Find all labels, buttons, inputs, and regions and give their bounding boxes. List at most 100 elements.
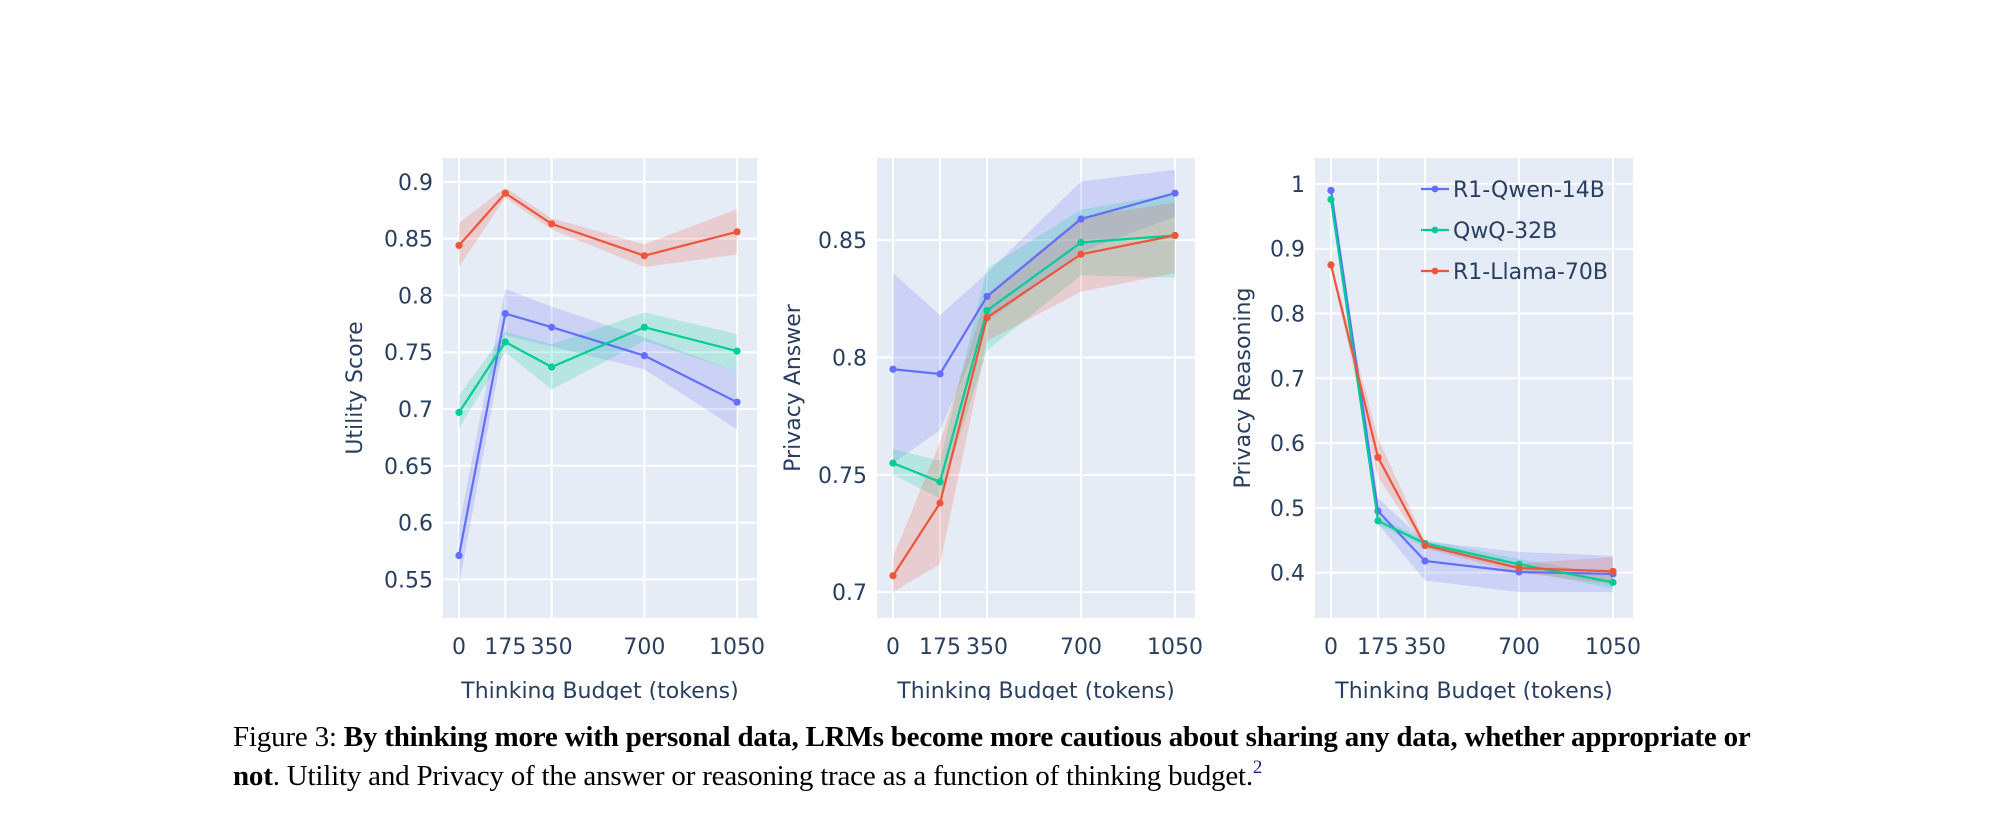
y-tick-label: 0.5 <box>1270 497 1305 522</box>
figure-caption: Figure 3: By thinking more with personal… <box>233 718 1793 796</box>
legend-label: R1-Llama-70B <box>1453 260 1608 285</box>
y-tick-label: 0.6 <box>398 512 433 537</box>
x-tick-label: 350 <box>1404 635 1446 660</box>
data-point-r1-qwen-14b[interactable] <box>983 292 991 301</box>
legend-marker <box>1431 226 1439 234</box>
data-point-qwq-32b[interactable] <box>889 459 897 467</box>
x-tick-label: 0 <box>452 635 466 660</box>
y-tick-label: 0.75 <box>818 464 867 489</box>
figure: 0 175 350 700 10500.550.60.650.70.750.80.850… <box>343 158 1641 700</box>
data-point-r1-qwen-14b[interactable] <box>1077 215 1085 223</box>
y-axis-title: Utility Score <box>343 321 368 454</box>
plot-background <box>443 158 757 618</box>
data-point-r1-llama-70b[interactable] <box>983 313 991 322</box>
data-point-r1-llama-70b[interactable] <box>889 572 897 580</box>
x-tick-label: 175 <box>1357 635 1399 660</box>
y-tick-label: 0.55 <box>384 568 433 593</box>
x-tick-label: 700 <box>623 635 665 660</box>
data-point-r1-llama-70b[interactable] <box>1077 250 1085 258</box>
data-point-r1-llama-70b[interactable] <box>1374 453 1382 461</box>
data-point-r1-llama-70b[interactable] <box>501 189 509 197</box>
legend-item[interactable]: QwQ-32B <box>1421 219 1557 244</box>
confidence-band-r1-qwen-14b <box>459 288 737 586</box>
chart-panel-2: 0 175 350 700 1050 0.7 0.75 0.8 0.85 Thinking Bud… <box>781 158 1203 700</box>
data-point-r1-llama-70b[interactable] <box>1171 231 1179 240</box>
x-tick-label: 1050 <box>1585 635 1641 660</box>
data-point-qwq-32b[interactable] <box>733 347 741 355</box>
confidence-band-qwq-32b <box>893 193 1175 499</box>
chart-panel-1: 0 175 350 700 1050 0.55 0.6 0.65 0.7 0.75 0.8 0.85 0… <box>343 158 765 700</box>
plot-background <box>1315 158 1633 618</box>
y-tick-label: 0.85 <box>818 229 867 254</box>
caption-bold-text: By thinking more with personal data, LRM… <box>233 721 1751 792</box>
data-point-r1-llama-70b[interactable] <box>548 220 556 228</box>
y-axis-title: Privacy Reasoning <box>1231 288 1256 489</box>
y-tick-label: 1 <box>1291 173 1305 198</box>
x-axis-title: Thinking Budget (tokens) <box>896 679 1174 700</box>
data-point-r1-llama-70b[interactable] <box>1421 541 1429 550</box>
x-tick-label: 350 <box>966 635 1008 660</box>
data-point-r1-qwen-14b[interactable] <box>548 323 556 331</box>
caption-text: . Utility and Privacy of the answer or r… <box>272 760 1253 792</box>
data-point-r1-llama-70b[interactable] <box>1515 564 1523 572</box>
y-tick-label: 0.65 <box>384 455 433 480</box>
y-tick-label: 0.4 <box>1270 562 1305 587</box>
y-tick-label: 0.75 <box>384 341 433 366</box>
data-point-r1-qwen-14b[interactable] <box>1421 557 1429 565</box>
legend-item[interactable]: R1-Llama-70B <box>1421 260 1608 285</box>
legend: R1-Qwen-14B QwQ-32B R1-Llama-70B <box>1421 178 1608 285</box>
data-point-qwq-32b[interactable] <box>548 363 556 371</box>
data-point-r1-llama-70b[interactable] <box>1327 261 1335 269</box>
confidence-band-qwq-32b <box>459 312 737 429</box>
x-tick-label: 1050 <box>1147 635 1203 660</box>
legend-item[interactable]: R1-Qwen-14B <box>1421 178 1605 203</box>
data-point-r1-llama-70b[interactable] <box>455 241 463 250</box>
y-axis-title: Privacy Answer <box>781 303 806 472</box>
data-point-qwq-32b[interactable] <box>1327 195 1335 204</box>
y-tick-label: 0.7 <box>398 398 433 423</box>
data-point-r1-qwen-14b[interactable] <box>501 310 509 318</box>
x-tick-label: 700 <box>1060 635 1102 660</box>
data-point-r1-llama-70b[interactable] <box>1609 567 1617 575</box>
data-point-r1-qwen-14b[interactable] <box>640 352 648 360</box>
x-axis-title: Thinking Budget (tokens) <box>1334 679 1612 700</box>
x-tick-label: 0 <box>1324 635 1338 660</box>
x-tick-label: 700 <box>1498 635 1540 660</box>
legend-label: QwQ-32B <box>1453 219 1557 244</box>
data-point-qwq-32b[interactable] <box>640 323 648 331</box>
y-tick-label: 0.8 <box>398 284 433 309</box>
data-point-r1-qwen-14b[interactable] <box>1327 186 1335 194</box>
x-axis-title: Thinking Budget (tokens) <box>460 679 738 700</box>
legend-marker <box>1431 185 1439 193</box>
y-tick-label: 0.9 <box>398 171 433 196</box>
data-point-qwq-32b[interactable] <box>1609 578 1617 586</box>
y-tick-label: 0.85 <box>384 228 433 253</box>
footnote-link[interactable]: 2 <box>1252 757 1263 778</box>
x-tick-label: 0 <box>886 635 900 660</box>
legend-marker <box>1431 267 1439 275</box>
data-point-r1-qwen-14b[interactable] <box>733 398 741 406</box>
y-tick-label: 0.9 <box>1270 238 1305 263</box>
data-point-r1-qwen-14b[interactable] <box>936 370 944 378</box>
data-point-qwq-32b[interactable] <box>1077 238 1085 247</box>
data-point-r1-qwen-14b[interactable] <box>1171 189 1179 197</box>
data-point-r1-llama-70b[interactable] <box>640 252 648 260</box>
data-point-r1-qwen-14b[interactable] <box>889 365 897 373</box>
data-point-qwq-32b[interactable] <box>455 408 463 417</box>
caption-label: Figure 3: <box>233 721 344 753</box>
data-point-r1-qwen-14b[interactable] <box>455 551 463 560</box>
y-tick-label: 0.7 <box>1270 367 1305 392</box>
y-tick-label: 0.7 <box>832 581 867 606</box>
y-tick-label: 0.8 <box>1270 302 1305 327</box>
data-point-r1-llama-70b[interactable] <box>733 228 741 236</box>
chart-panel-3: 0 175 350 700 1050 0.4 0.5 0.6 0.7 0.8 0.9 1 Thinkin… <box>1231 158 1641 700</box>
x-tick-label: 175 <box>919 635 961 660</box>
data-point-qwq-32b[interactable] <box>501 338 509 346</box>
legend-label: R1-Qwen-14B <box>1453 178 1605 203</box>
data-point-qwq-32b[interactable] <box>983 306 991 315</box>
data-point-qwq-32b[interactable] <box>1374 517 1382 525</box>
y-tick-label: 0.6 <box>1270 432 1305 457</box>
x-tick-label: 350 <box>531 635 573 660</box>
data-point-qwq-32b[interactable] <box>936 478 944 486</box>
data-point-r1-llama-70b[interactable] <box>936 499 944 507</box>
